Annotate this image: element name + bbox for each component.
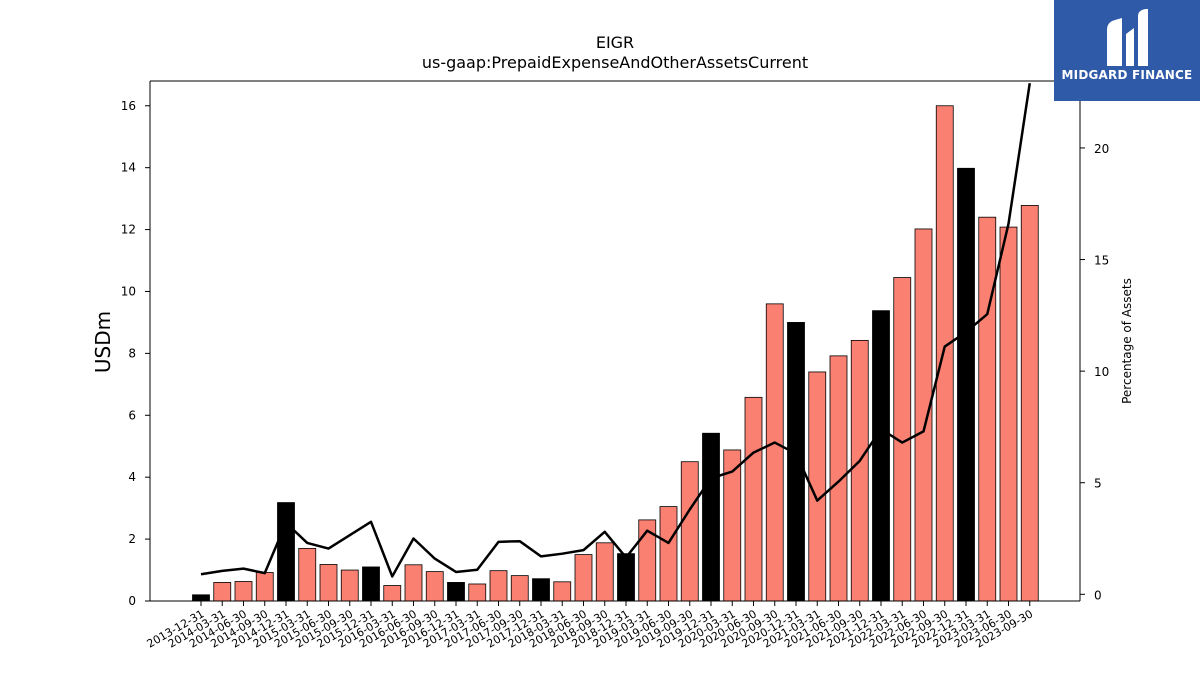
- bar-2022-12-31: [957, 167, 975, 602]
- bar-2016-06-30: [404, 564, 423, 602]
- bar-2018-09-30: [595, 542, 614, 602]
- ytick-label-16: 16: [121, 99, 136, 113]
- y2tick-label-15: 15: [1094, 254, 1109, 268]
- bar-2014-06-30: [234, 581, 253, 602]
- bar-2017-06-30: [489, 570, 508, 602]
- bar-2017-03-31: [468, 583, 487, 602]
- bar-2023-09-30: [1020, 205, 1039, 602]
- bar-2020-12-31: [787, 322, 805, 602]
- bar-2015-12-31: [362, 566, 380, 602]
- ytick-label-2: 2: [128, 532, 136, 546]
- bar-2021-06-30: [829, 355, 848, 602]
- y2-axis-label: Percentage of Assets: [1120, 278, 1134, 404]
- bar-2022-09-30: [935, 105, 954, 602]
- bar-2014-03-31: [213, 582, 232, 602]
- ytick-label-10: 10: [121, 284, 136, 298]
- y-axis-label: USDm: [91, 311, 115, 373]
- bar-2014-12-31: [277, 502, 295, 602]
- bar-2017-12-31: [532, 578, 550, 602]
- bar-2018-03-31: [553, 581, 572, 602]
- ytick-label-0: 0: [128, 594, 136, 608]
- ytick-label-12: 12: [121, 223, 136, 237]
- y2tick-label-5: 5: [1094, 477, 1102, 491]
- logo-text: MIDGARD FINANCE: [1061, 68, 1193, 82]
- bar-2021-12-31: [872, 310, 890, 602]
- ytick-label-14: 14: [121, 161, 136, 175]
- bar-2017-09-30: [510, 575, 529, 602]
- bar-2016-12-31: [447, 582, 465, 602]
- y2tick-label-10: 10: [1094, 365, 1109, 379]
- y2tick-label-0: 0: [1094, 588, 1102, 602]
- bar-2015-03-31: [298, 547, 317, 602]
- ytick-label-4: 4: [128, 470, 136, 484]
- bar-2016-09-30: [425, 571, 444, 602]
- bar-2013-12-31: [192, 594, 210, 602]
- bar-2023-06-30: [999, 226, 1018, 602]
- percentage-line: [200, 83, 1031, 578]
- bar-2020-09-30: [765, 303, 784, 602]
- ytick-label-8: 8: [128, 346, 136, 360]
- bar-2021-09-30: [850, 339, 869, 602]
- bar-2016-03-31: [383, 585, 402, 602]
- bar-2020-06-30: [744, 396, 763, 602]
- ytick-label-6: 6: [128, 408, 136, 422]
- chart-subtitle: us-gaap:PrepaidExpenseAndOtherAssetsCurr…: [422, 53, 808, 72]
- logo: MIDGARD FINANCE: [1054, 0, 1200, 101]
- bars-layer: [192, 105, 1039, 602]
- bar-2023-03-31: [978, 216, 997, 602]
- axes-layer: 0246810121416051015202013-12-312014-03-3…: [121, 80, 1109, 651]
- bar-2018-12-31: [617, 553, 635, 602]
- bar-2019-12-31: [702, 432, 720, 602]
- bar-2019-09-30: [680, 461, 699, 602]
- bar-2018-06-30: [574, 554, 593, 602]
- bar-2019-06-30: [659, 506, 678, 602]
- bar-2022-06-30: [914, 228, 933, 602]
- chart-title: EIGR: [596, 33, 634, 52]
- y2tick-label-20: 20: [1094, 142, 1109, 156]
- logo-mark-icon: [1107, 9, 1148, 66]
- line-layer: [200, 83, 1031, 578]
- bar-2015-09-30: [340, 569, 359, 602]
- bar-2015-06-30: [319, 564, 338, 602]
- bar-2014-09-30: [255, 572, 274, 602]
